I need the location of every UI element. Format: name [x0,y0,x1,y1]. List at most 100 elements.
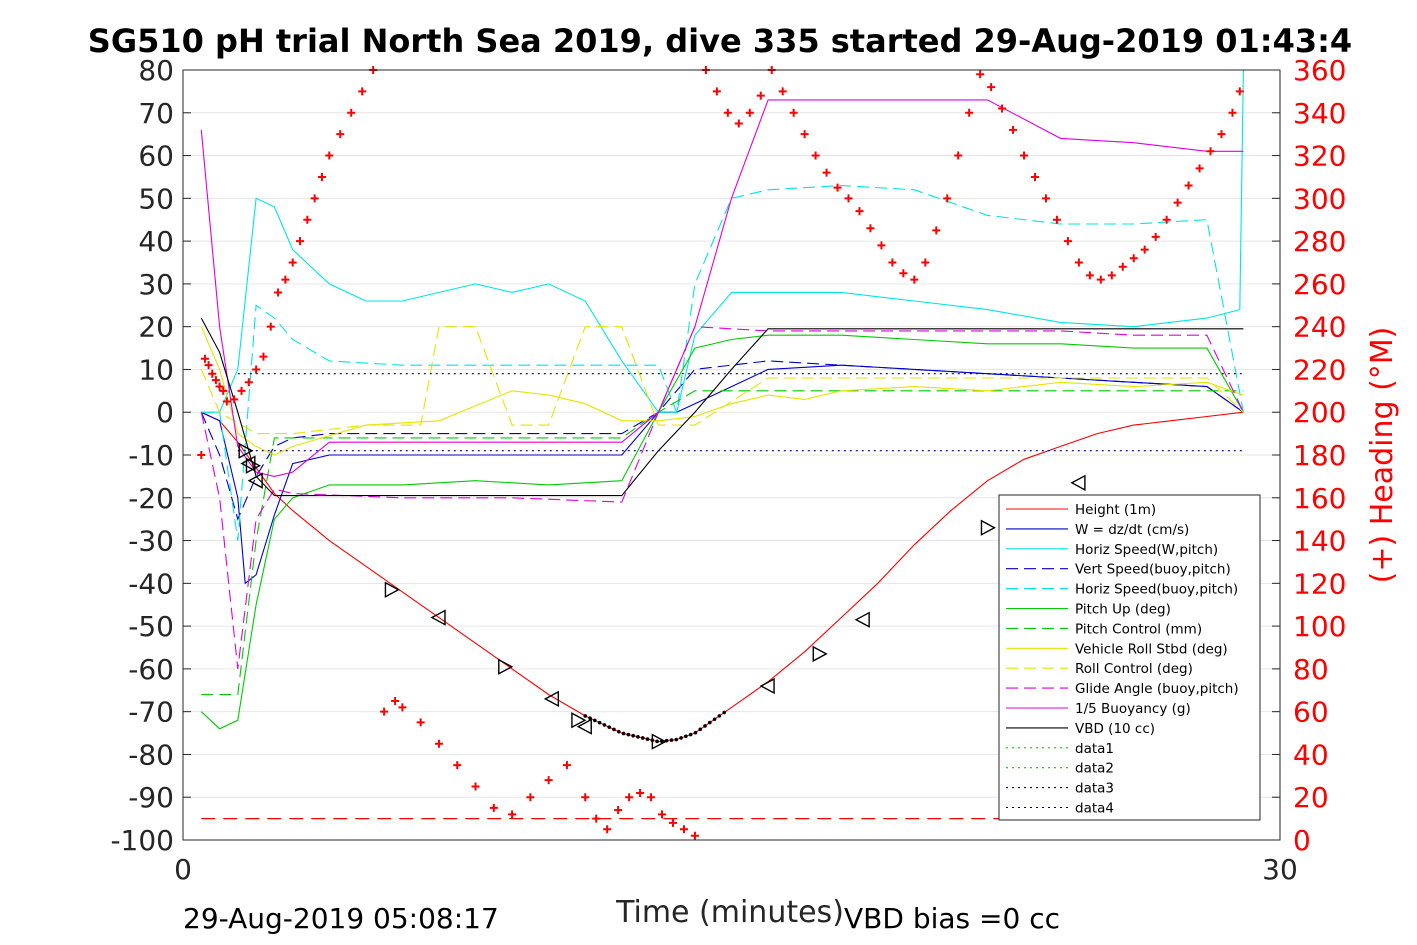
height-sample-dot [679,736,683,740]
heading-plus-marker [1235,87,1244,96]
heading-plus-marker [244,378,253,387]
heading-plus-marker [756,91,765,100]
triangle-marker [498,658,514,675]
height-sample-dot [669,738,674,742]
heading-plus-marker [1118,262,1127,271]
heading-plus-marker [380,707,389,716]
y-tick-label: 30 [138,268,174,301]
x-tick-label: 30 [1262,853,1298,886]
heading-plus-marker [526,793,535,802]
heading-plus-marker [899,269,908,278]
height-sample-dot [621,731,626,736]
heading-plus-marker [1129,254,1138,263]
right-tick-label: 280 [1293,225,1346,258]
heading-plus-marker [489,803,498,812]
series-line-10 [200,99,1244,477]
heading-plus-marker [200,354,209,363]
y-tick-label: -20 [128,482,174,515]
y-tick-label: -50 [128,610,174,643]
legend: Height (1m) W = dz/dt (cm/s) Horiz Speed(W… [998,494,1261,821]
right-tick-label: 220 [1293,353,1346,386]
heading-plus-marker [266,322,275,331]
heading-plus-marker [434,739,443,748]
triangle-marker [247,472,263,489]
right-tick-label: 160 [1293,482,1346,515]
height-sample-dot [602,723,607,727]
triangle-marker [245,457,261,474]
heading-plus-marker [954,151,963,160]
height-sample-dot [698,727,703,732]
heading-plus-marker [252,365,261,374]
height-sample-dot [717,714,722,718]
legend-label-5: Pitch Up (deg) [1075,602,1171,618]
right-tick-label: 300 [1293,182,1346,215]
heading-plus-marker [336,130,345,139]
heading-plus-marker [1151,232,1160,241]
heading-plus-marker [317,172,326,181]
heading-plus-marker [1009,125,1018,134]
heading-plus-marker [603,825,612,834]
legend-label-4: Horiz Speed(buoy,pitch) [1075,582,1238,598]
heading-plus-marker [800,130,809,139]
triangle-marker [430,609,446,626]
height-sample-dot [640,736,645,740]
height-sample-dot [712,717,717,722]
height-sample-dot [607,725,611,729]
right-tick-label: 240 [1293,311,1346,344]
heading-plus-marker [932,226,941,235]
heading-plus-marker [230,395,239,404]
right-tick-label: 60 [1293,696,1329,729]
heading-plus-marker [508,810,517,819]
heading-plus-marker [391,696,400,705]
legend-label-3: Vert Speed(buoy,pitch) [1075,562,1231,578]
heading-plus-marker [325,151,334,160]
triangle-marker [384,581,400,598]
heading-plus-marker [1140,245,1149,254]
y-tick-label: 0 [156,396,174,429]
heading-plus-marker [1184,181,1193,190]
heading-plus-marker [877,241,886,250]
heading-plus-marker [811,151,820,160]
triangle-marker [651,733,667,750]
triangle-marker [238,442,254,459]
y-tick-label: -40 [128,567,174,600]
right-tick-label: 120 [1293,567,1346,600]
heading-plus-marker [208,369,217,378]
right-tick-label: 0 [1293,824,1311,857]
legend-label-0: Height (1m) [1075,502,1156,518]
heading-plus-marker [310,194,319,203]
heading-plus-marker [347,108,356,117]
heading-plus-marker [358,87,367,96]
series-line-8 [200,326,1244,435]
series-line-7 [200,326,1244,456]
heading-plus-marker [734,119,743,128]
heading-plus-marker [398,703,407,712]
legend-label-1: W = dz/dt (cm/s) [1075,522,1189,538]
heading-plus-marker [614,806,623,815]
heading-plus-marker [1052,215,1061,224]
heading-plus-marker [1107,271,1116,280]
y-tick-label: 50 [138,182,174,215]
heading-plus-marker [712,87,721,96]
heading-plus-marker [1228,108,1237,117]
heading-plus-marker [1217,130,1226,139]
heading-plus-marker [1041,194,1050,203]
heading-plus-marker [1085,271,1094,280]
right-tick-label: 140 [1293,525,1346,558]
legend-label-12: data1 [1075,741,1114,757]
series-line-4 [201,184,1244,541]
legend-label-15: data4 [1075,801,1114,817]
heading-plus-marker [833,183,842,192]
triangle-marker [576,718,592,735]
height-sample-dot [593,718,597,723]
y-tick-label: 20 [138,311,174,344]
right-tick-label: 260 [1293,268,1346,301]
legend-label-7: Vehicle Roll Stbd (deg) [1075,641,1228,657]
x-axis-label: Time (minutes) [615,895,844,930]
heading-plus-marker [215,382,224,391]
heading-plus-marker [416,718,425,727]
heading-plus-marker [1162,215,1171,224]
triangle-marker [543,690,560,708]
heading-plus-marker [668,818,677,827]
